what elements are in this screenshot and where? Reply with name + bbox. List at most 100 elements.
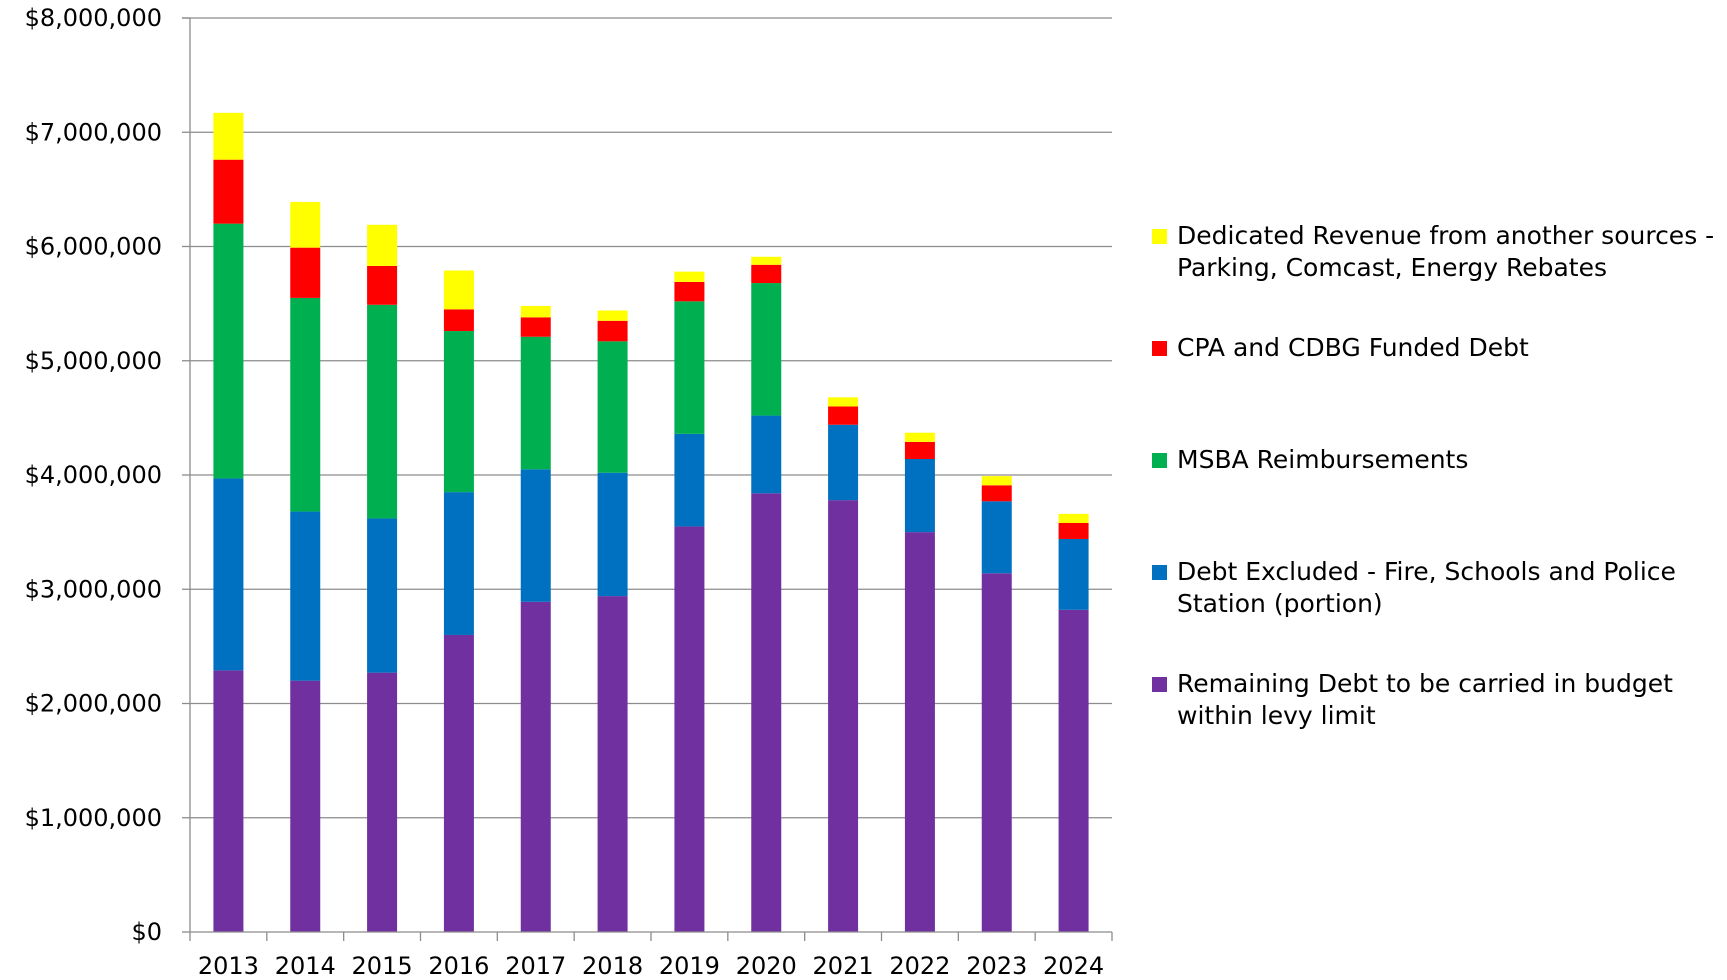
bar-segment-2020-series-3 xyxy=(751,264,782,284)
bar-segment-2016-series-0 xyxy=(443,634,474,932)
bar-segment-2013-series-0 xyxy=(213,670,244,932)
bar-segment-2015-series-2 xyxy=(367,304,398,519)
bar-segment-2013-series-4 xyxy=(213,112,244,160)
bar-segment-2019-series-1 xyxy=(674,433,705,527)
bar-segment-2013-series-3 xyxy=(213,159,244,224)
bar-segment-2021-series-3 xyxy=(828,406,859,425)
bar-segment-2020-series-2 xyxy=(751,283,782,416)
bar-segment-2018-series-2 xyxy=(597,341,628,473)
bar-segment-2019-series-2 xyxy=(674,301,705,434)
legend-label: Remaining Debt to be carried in budget w… xyxy=(1177,669,1673,730)
bar-segment-2013-series-2 xyxy=(213,223,244,479)
legend: Dedicated Revenue from another sources -… xyxy=(1152,0,1727,976)
y-tick-label: $4,000,000 xyxy=(25,461,162,489)
bar-segment-2014-series-3 xyxy=(290,247,321,298)
legend-label: CPA and CDBG Funded Debt xyxy=(1177,333,1529,362)
bar-segment-2020-series-0 xyxy=(751,493,782,932)
x-tick-label: 2013 xyxy=(198,952,259,976)
x-tick-label: 2022 xyxy=(889,952,950,976)
bar-segment-2015-series-1 xyxy=(367,518,398,673)
x-tick-label: 2018 xyxy=(582,952,643,976)
y-tick-label: $3,000,000 xyxy=(25,575,162,603)
bar-segment-2024-series-3 xyxy=(1058,522,1089,539)
legend-label: Debt Excluded - Fire, Schools and Police… xyxy=(1177,557,1676,618)
y-tick-label: $1,000,000 xyxy=(25,804,162,832)
bar-segment-2023-series-0 xyxy=(981,573,1012,932)
y-tick-label: $5,000,000 xyxy=(25,347,162,375)
legend-label: Dedicated Revenue from another sources -… xyxy=(1177,221,1715,282)
bar-segment-2019-series-0 xyxy=(674,526,705,932)
bar-segment-2014-series-1 xyxy=(290,511,321,681)
bar-segment-2013-series-1 xyxy=(213,478,244,671)
axes xyxy=(182,17,1113,941)
bar-segment-2015-series-0 xyxy=(367,672,398,932)
legend-swatch xyxy=(1152,565,1167,580)
legend-item: Remaining Debt to be carried in budget w… xyxy=(1152,668,1717,732)
x-tick-label: 2017 xyxy=(505,952,566,976)
legend-swatch xyxy=(1152,677,1167,692)
bar-segment-2015-series-3 xyxy=(367,265,398,305)
bar-segment-2018-series-0 xyxy=(597,596,628,932)
y-tick-label: $0 xyxy=(131,918,162,946)
bar-segment-2023-series-3 xyxy=(981,485,1012,502)
bar-segment-2016-series-2 xyxy=(443,331,474,493)
bar-segment-2022-series-3 xyxy=(904,441,935,460)
bar-segment-2016-series-1 xyxy=(443,492,474,635)
bar-segment-2017-series-1 xyxy=(520,469,551,602)
gridlines xyxy=(190,17,1112,819)
x-tick-label: 2019 xyxy=(659,952,720,976)
bar-segment-2021-series-4 xyxy=(828,397,859,407)
y-tick-label: $6,000,000 xyxy=(25,233,162,261)
bar-segment-2024-series-1 xyxy=(1058,538,1089,610)
bar-segment-2016-series-4 xyxy=(443,270,474,310)
bar-segment-2014-series-2 xyxy=(290,297,321,512)
bar-segment-2019-series-4 xyxy=(674,271,705,282)
legend-item: Debt Excluded - Fire, Schools and Police… xyxy=(1152,556,1717,620)
bar-segment-2023-series-1 xyxy=(981,501,1012,574)
legend-item: MSBA Reimbursements xyxy=(1152,444,1717,476)
x-tick-label: 2020 xyxy=(736,952,797,976)
bar-segment-2017-series-0 xyxy=(520,601,551,932)
y-tick-label: $8,000,000 xyxy=(25,4,162,32)
bar-segment-2022-series-1 xyxy=(904,459,935,533)
bar-segment-2019-series-3 xyxy=(674,281,705,302)
bar-segment-2018-series-1 xyxy=(597,472,628,597)
legend-swatch xyxy=(1152,229,1167,244)
bar-segment-2015-series-4 xyxy=(367,224,398,266)
bar-segment-2024-series-4 xyxy=(1058,513,1089,523)
x-tick-label: 2014 xyxy=(275,952,336,976)
bar-segment-2021-series-1 xyxy=(828,424,859,501)
bar-segment-2023-series-4 xyxy=(981,476,1012,486)
bar-segment-2022-series-4 xyxy=(904,432,935,442)
bar-segment-2018-series-4 xyxy=(597,310,628,321)
bar-segment-2021-series-0 xyxy=(828,500,859,932)
y-tick-label: $7,000,000 xyxy=(25,118,162,146)
x-tick-label: 2016 xyxy=(428,952,489,976)
bar-segment-2024-series-0 xyxy=(1058,609,1089,932)
x-tick-labels: 2013 2014 2015 2016 2017 2018 2019 2020 2021 2022… xyxy=(198,952,1104,980)
x-tick-label: 2024 xyxy=(1043,952,1104,976)
legend-item: CPA and CDBG Funded Debt xyxy=(1152,332,1717,364)
y-tick-label: $2,000,000 xyxy=(25,690,162,718)
bar-segment-2020-series-4 xyxy=(751,256,782,265)
legend-swatch xyxy=(1152,341,1167,356)
bars xyxy=(213,112,1089,932)
bar-segment-2017-series-4 xyxy=(520,305,551,318)
y-tick-labels: $0 $1,000,000 $2,000,000 $3,000,000 $4,000,0… xyxy=(25,4,162,946)
bar-segment-2014-series-0 xyxy=(290,680,321,932)
x-tick-label: 2023 xyxy=(966,952,1027,976)
legend-label: MSBA Reimbursements xyxy=(1177,445,1469,474)
legend-swatch xyxy=(1152,453,1167,468)
bar-segment-2017-series-2 xyxy=(520,336,551,470)
bar-segment-2016-series-3 xyxy=(443,309,474,332)
bar-segment-2018-series-3 xyxy=(597,320,628,342)
bar-segment-2020-series-1 xyxy=(751,415,782,494)
bar-segment-2014-series-4 xyxy=(290,201,321,248)
x-tick-label: 2021 xyxy=(813,952,874,976)
bar-segment-2022-series-0 xyxy=(904,532,935,932)
x-tick-label: 2015 xyxy=(352,952,413,976)
legend-item: Dedicated Revenue from another sources -… xyxy=(1152,220,1717,284)
bar-segment-2017-series-3 xyxy=(520,317,551,337)
